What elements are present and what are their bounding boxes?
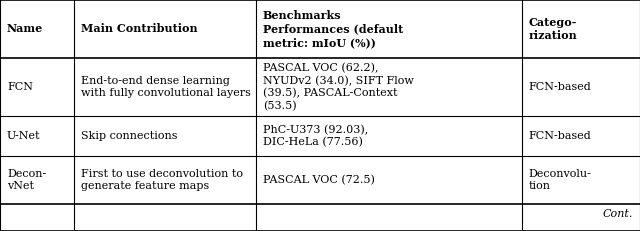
Text: FCN-based: FCN-based <box>529 82 591 92</box>
Text: PASCAL VOC (62.2),
NYUDv2 (34.0), SIFT Flow
(39.5), PASCAL-Context
(53.5): PASCAL VOC (62.2), NYUDv2 (34.0), SIFT F… <box>263 63 414 111</box>
Text: PASCAL VOC (72.5): PASCAL VOC (72.5) <box>263 175 375 185</box>
Text: U-Net: U-Net <box>7 131 40 141</box>
Text: FCN: FCN <box>7 82 33 92</box>
Text: Catego-
rization: Catego- rization <box>529 17 577 41</box>
Text: PhC-U373 (92.03),
DIC-HeLa (77.56): PhC-U373 (92.03), DIC-HeLa (77.56) <box>263 125 368 148</box>
Text: Cont.: Cont. <box>603 209 633 219</box>
Text: End-to-end dense learning
with fully convolutional layers: End-to-end dense learning with fully con… <box>81 76 250 98</box>
Text: Deconvolu-
tion: Deconvolu- tion <box>529 169 591 191</box>
Text: Skip connections: Skip connections <box>81 131 177 141</box>
Text: First to use deconvolution to
generate feature maps: First to use deconvolution to generate f… <box>81 169 243 191</box>
Text: Decon-
vNet: Decon- vNet <box>7 169 46 191</box>
Text: Benchmarks
Performances (default
metric: mIoU (%)): Benchmarks Performances (default metric:… <box>263 10 403 48</box>
Text: Main Contribution: Main Contribution <box>81 24 197 34</box>
Text: FCN-based: FCN-based <box>529 131 591 141</box>
Text: Name: Name <box>7 24 44 34</box>
